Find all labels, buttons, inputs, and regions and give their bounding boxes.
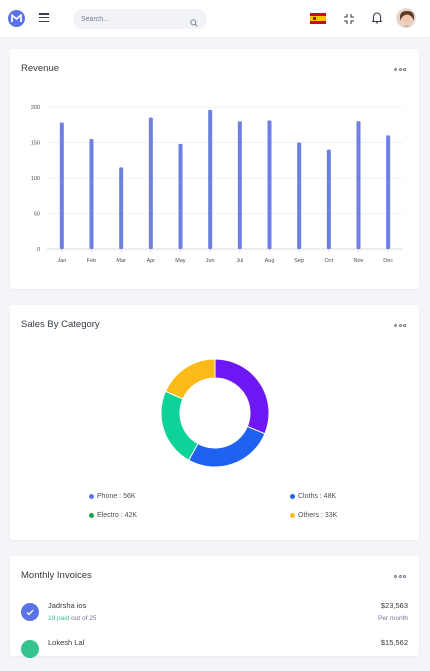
x-tick-label: Jul — [236, 258, 243, 264]
bell-icon[interactable] — [371, 11, 383, 29]
x-tick-label: Dec — [383, 258, 393, 264]
y-tick-label: 0 — [37, 247, 40, 253]
revenue-bar — [356, 121, 361, 249]
invoice-row[interactable]: Jadrsha ios 19 paid out of 25 $23,563 Pe… — [10, 600, 419, 634]
legend-cloths: Cloths : 48K — [290, 493, 336, 500]
search-bar — [73, 9, 207, 29]
revenue-bar — [208, 109, 213, 249]
revenue-bar — [148, 117, 153, 250]
menu-icon[interactable] — [39, 13, 49, 23]
donut-slice-cloths — [188, 425, 266, 468]
fullscreen-exit-icon[interactable] — [343, 12, 355, 30]
revenue-bar — [178, 143, 183, 249]
check-icon — [21, 603, 39, 621]
search-icon[interactable] — [190, 14, 198, 32]
legend-phone: Phone : 56K — [89, 493, 136, 500]
invoice-name: Lokesh Lal — [48, 638, 85, 647]
invoices-title: Monthly Invoices — [21, 570, 92, 581]
top-bar — [0, 0, 430, 38]
more-options-icon[interactable] — [394, 67, 406, 71]
flag-es-icon[interactable] — [310, 13, 326, 24]
revenue-bar — [59, 122, 64, 249]
y-tick-label: 200 — [31, 105, 40, 111]
x-tick-label: Mar — [116, 258, 126, 264]
invoice-amount: $15,562 — [380, 638, 408, 647]
check-icon — [21, 640, 39, 658]
legend-label: Cloths : 48K — [298, 493, 337, 500]
avatar[interactable] — [396, 8, 416, 28]
x-tick-label: Oct — [325, 258, 334, 264]
x-tick-label: Jan — [57, 258, 66, 264]
x-tick-label: Feb — [87, 258, 96, 264]
legend-label: Others : 33K — [298, 512, 338, 519]
x-tick-label: May — [175, 258, 186, 264]
sales-title: Sales By Category — [21, 319, 100, 330]
revenue-bar — [326, 149, 331, 249]
x-tick-label: Sep — [294, 258, 304, 264]
revenue-bar — [267, 120, 272, 250]
paid-count: 19 paid — [48, 615, 70, 622]
revenue-card: Revenue 0 50 100 150 200 Jan Feb Mar Apr May Jun Ju… — [10, 49, 419, 289]
revenue-bar — [89, 138, 94, 249]
invoice-period: Per month — [378, 615, 408, 622]
x-tick-label: Aug — [265, 258, 275, 264]
legend-dot — [290, 494, 295, 499]
revenue-title: Revenue — [21, 63, 60, 74]
donut-slice-others — [164, 358, 216, 400]
legend-electro: Electro : 42K — [89, 512, 137, 519]
legend-dot — [290, 513, 295, 518]
invoice-row[interactable]: Lokesh Lal $15,562 — [10, 637, 419, 671]
logo-icon[interactable] — [8, 10, 25, 27]
more-options-icon[interactable] — [394, 574, 406, 578]
revenue-bar — [297, 142, 302, 249]
paid-total: out of 25 — [69, 615, 97, 622]
legend-dot — [89, 513, 94, 518]
sales-donut-chart — [160, 358, 270, 468]
x-tick-label: Jun — [206, 258, 215, 264]
legend-others: Others : 33K — [290, 512, 337, 519]
revenue-bar — [386, 135, 391, 249]
sales-category-card: Sales By Category Phone : 56K Cloths : 4… — [10, 305, 419, 540]
revenue-bar — [237, 121, 242, 249]
invoice-amount: $23,563 — [380, 601, 408, 610]
y-tick-label: 100 — [31, 176, 40, 182]
x-tick-label: Apr — [147, 258, 156, 264]
x-tick-label: Nov — [354, 258, 364, 264]
y-tick-label: 150 — [31, 141, 40, 147]
monthly-invoices-card: Monthly Invoices Jadrsha ios 19 paid out… — [10, 556, 419, 658]
revenue-bar — [119, 167, 124, 249]
legend-dot — [89, 494, 94, 499]
donut-slice-electro — [160, 390, 199, 461]
donut-slice-phone — [214, 358, 270, 435]
search-input[interactable] — [81, 15, 181, 23]
invoice-name: Jadrsha ios — [48, 601, 87, 610]
legend-label: Electro : 42K — [97, 512, 138, 519]
legend-label: Phone : 56K — [97, 493, 136, 500]
y-tick-label: 50 — [34, 212, 40, 218]
revenue-chart: 0 50 100 150 200 Jan Feb Mar Apr May Jun Jul Aug Sep O… — [31, 105, 403, 264]
more-options-icon[interactable] — [394, 323, 406, 327]
invoice-paid-status: 19 paid out of 25 — [48, 615, 96, 622]
